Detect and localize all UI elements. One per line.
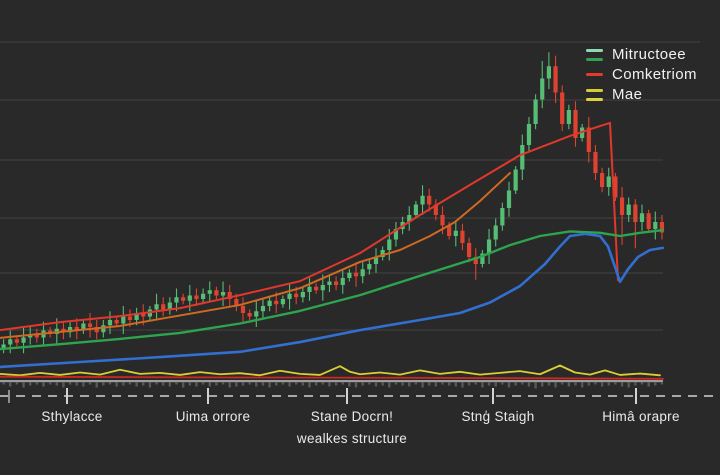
x-axis <box>0 388 720 404</box>
legend-dash-icon <box>586 97 603 101</box>
chart-legend: Mitructoee Comketriom Mae <box>586 46 697 103</box>
legend-dash-icon <box>586 48 603 52</box>
legend-item-2: Comketriom <box>586 66 697 83</box>
x-axis-label-5: Himâ orapre <box>602 406 680 428</box>
x-axis-labels: Sthylacce Uima orrore Stane Docrn! wealkes … <box>0 406 720 466</box>
x-axis-label-text: Stnģ Staigh <box>461 409 535 424</box>
legend-dash-icon <box>586 57 603 61</box>
legend-swatch <box>586 88 603 101</box>
x-axis-label-3: Stane Docrn! wealkes structure <box>297 406 407 449</box>
x-axis-label-text-line2: wealkes structure <box>296 430 408 446</box>
series-indicator-red <box>0 375 664 380</box>
series-ma-slow-blue <box>0 232 665 369</box>
x-axis-label-1: Sthylacce <box>41 406 102 428</box>
baseline-and-volume <box>0 380 664 389</box>
legend-label: Comketriom <box>612 66 697 83</box>
legend-dash-icon <box>586 73 603 76</box>
candles-layer <box>1 52 665 354</box>
legend-swatch <box>586 48 603 61</box>
legend-label: Mitructoee <box>612 46 687 63</box>
legend-dash-icon <box>586 88 603 92</box>
legend-swatch <box>586 73 603 76</box>
legend-item-3: Mae <box>586 86 697 103</box>
series-envelope-red <box>0 121 619 332</box>
series-indicator-yellow <box>0 364 661 377</box>
x-axis-label-4: Stnģ Staigh <box>461 406 534 428</box>
x-axis-label-2: Uima orrore <box>176 406 251 428</box>
x-axis-label-text: Stane Docrn! <box>310 409 394 424</box>
legend-item-1: Mitructoee <box>586 46 697 63</box>
x-axis-label-text: Uima orrore <box>175 409 251 424</box>
x-axis-label-text: Himâ orapre <box>602 409 680 424</box>
moving-average-lines <box>0 121 665 380</box>
series-ma-fast-green <box>0 228 665 351</box>
legend-label: Mae <box>612 86 643 103</box>
x-axis-label-text: Sthylacce <box>41 409 103 424</box>
series-trend-orange <box>0 172 511 339</box>
